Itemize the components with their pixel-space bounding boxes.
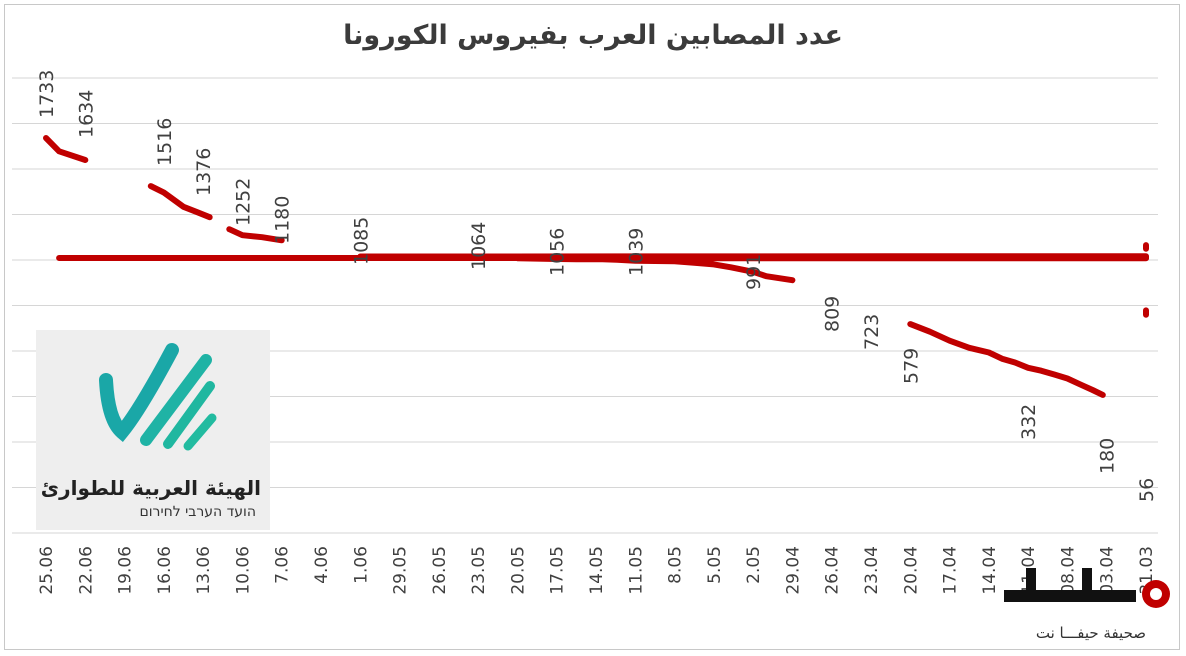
data-label: 809 [822,296,844,332]
x-tick-label: 22.06 [76,546,96,595]
x-tick-label: 17.05 [548,546,568,595]
data-label: 1056 [547,228,569,276]
x-tick-label: 10.06 [233,546,253,595]
x-tick-label: 20.05 [508,546,528,595]
x-tick-label: 20.04 [901,546,921,595]
series-segment-3 [226,226,285,244]
haifa-net-logo-icon [1004,568,1170,608]
x-tick-label: 19.06 [116,546,136,595]
x-tick-label: 8.05 [666,546,686,584]
emergency-committee-logo: الهيئة العربية للطوارئ הועד הערבי לחירום [36,330,270,530]
x-tick-label: 23.04 [862,546,882,595]
x-tick-label: 23.05 [469,546,489,595]
data-label: 991 [743,254,765,290]
data-label: 180 [1097,438,1119,474]
logo-hebrew-name: הועד הערבי לחירום [139,504,256,520]
data-label: 1252 [232,178,254,226]
x-tick-label: 2.05 [744,546,764,584]
x-tick-label: 08.04 [1058,546,1078,595]
x-tick-label: 4.06 [312,546,332,584]
x-tick-label: 25.06 [37,546,57,595]
series-segment-2 [147,183,213,221]
data-labels: 1733 1634 1516 1376 1252 1180 1085 1064 1056 1039… [36,70,1158,502]
series-segment-9 [907,321,1106,398]
data-label: 1516 [154,118,176,166]
data-label: 1634 [75,90,97,138]
x-tick-label: 29.04 [783,546,803,595]
data-label: 1064 [468,222,490,270]
x-tick-label: 26.04 [823,546,843,595]
stripes-logo-icon [99,343,217,451]
x-tick-label: 11.05 [626,546,646,595]
x-tick-label: 7.06 [273,546,293,584]
data-label: 1085 [350,217,372,265]
haifa-net-tagline: صحيفة حيفـــا نت [1035,624,1146,642]
data-label: 579 [900,348,922,384]
x-tick-label: 14.04 [980,546,1000,595]
series-segment-1 [43,135,89,163]
data-label: 723 [861,314,883,350]
chart-frame [4,4,1180,650]
data-label: 1733 [36,70,58,118]
chart-title: عدد المصابين العرب بفيروس الكورونا [343,20,843,51]
x-tick-label: 13.06 [194,546,214,595]
data-label: 1039 [625,228,647,276]
x-tick-label: 16.06 [155,546,175,595]
logo-arabic-name: الهيئة العربية للطوارئ [40,476,261,500]
data-label: 1376 [193,148,215,196]
series-segment-7 [514,255,1149,284]
data-label: 332 [1018,404,1040,440]
data-label: 1180 [272,196,294,244]
x-tick-label: 26.05 [430,546,450,595]
x-tick-label: 1.06 [351,546,371,584]
x-tick-label: 14.05 [587,546,607,595]
data-label: 56 [1136,478,1158,502]
series-line [43,135,1149,398]
x-tick-label: 03.04 [1098,546,1118,595]
x-tick-label: 5.05 [705,546,725,584]
x-tick-label: 29.05 [391,546,411,595]
x-axis-ticks: 25.06 22.06 19.06 16.06 13.06 10.06 7.06 4.06 1.… [37,546,1157,595]
haifa-net-brand: صحيفة حيفـــا نت [996,560,1178,650]
x-tick-label: 17.04 [941,546,961,595]
